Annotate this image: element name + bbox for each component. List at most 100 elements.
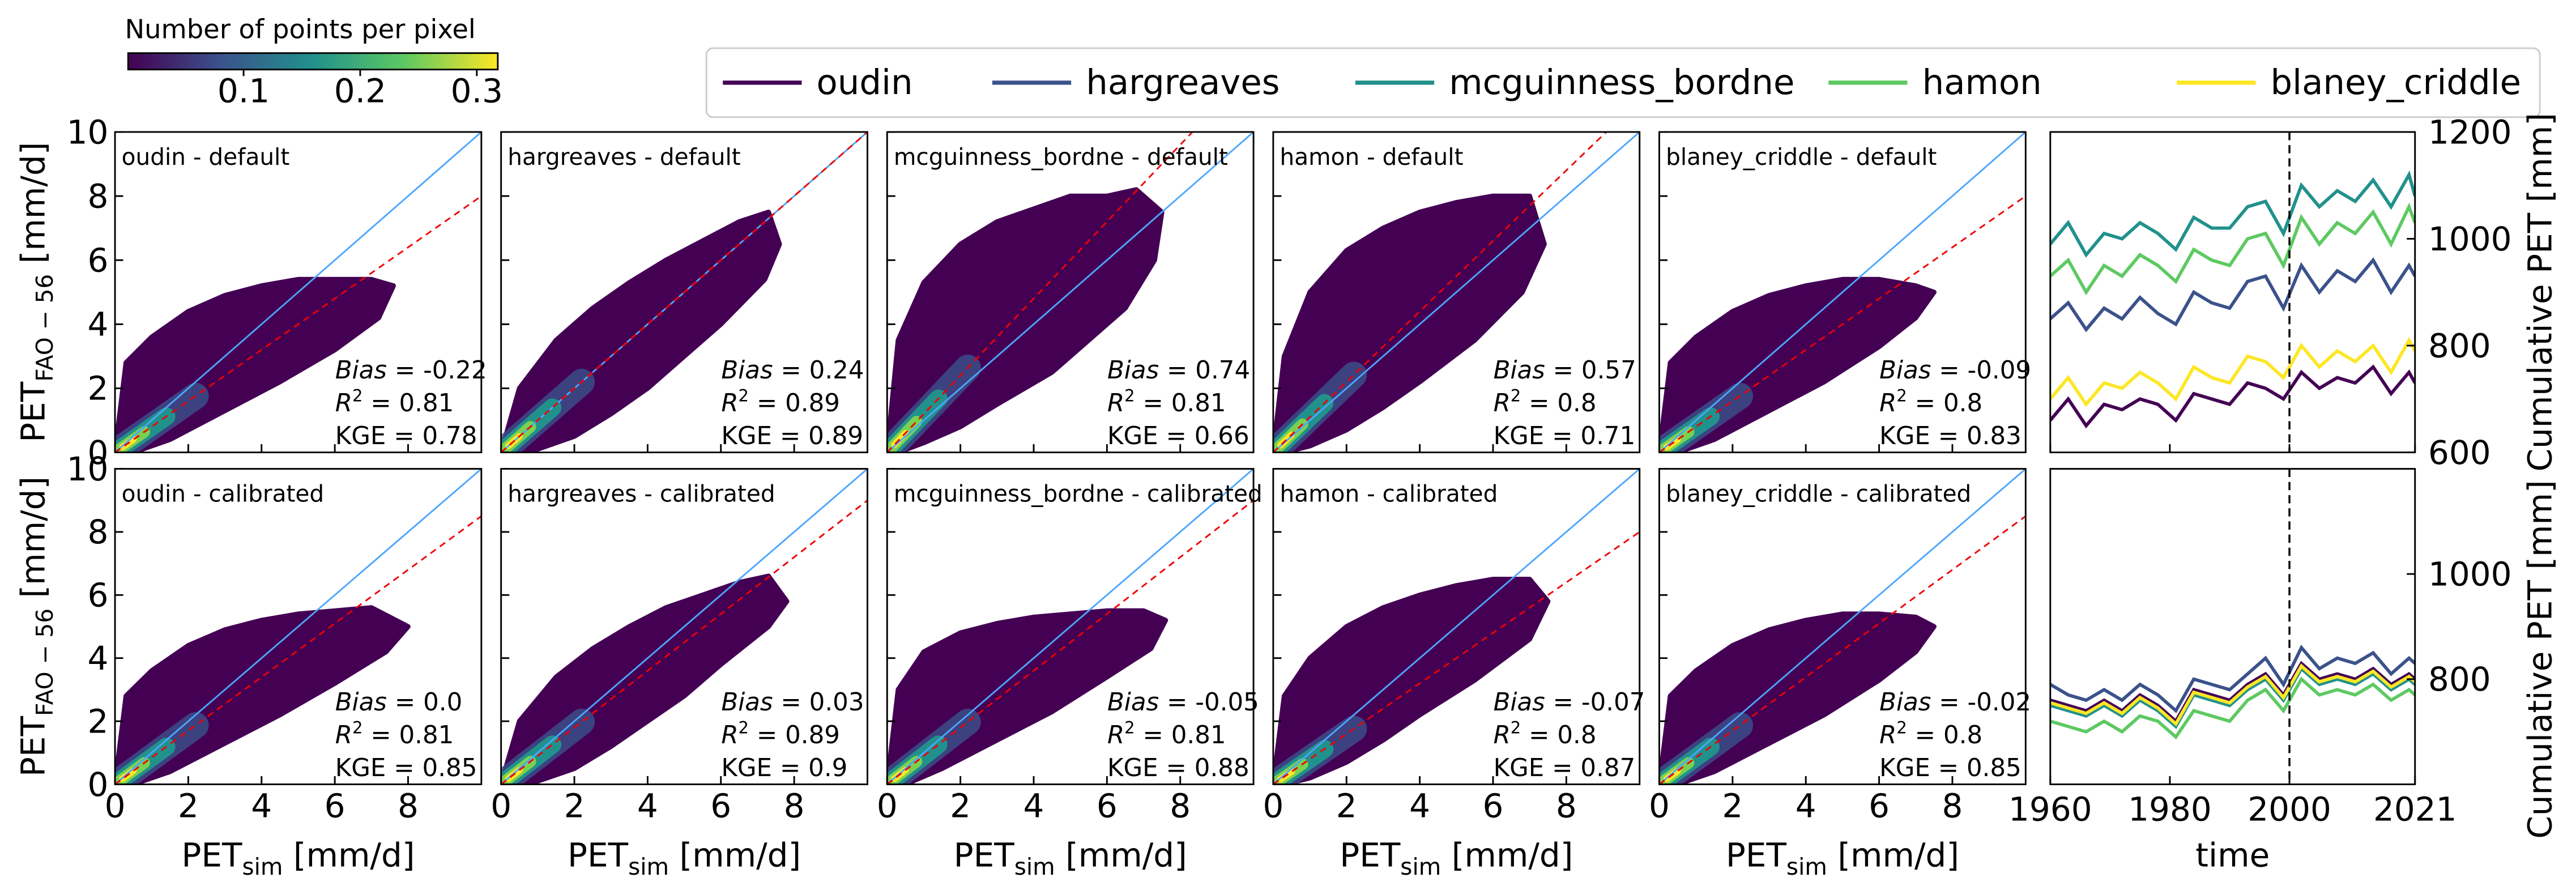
stat-annotation: Bias = 0.03 <box>721 688 864 717</box>
text-part: 0.81 <box>399 721 454 750</box>
x-tick-label: 8 <box>1556 786 1577 825</box>
panel-frame <box>114 131 483 454</box>
x-axis-label: PETsim [mm/d] <box>954 836 1187 880</box>
plot-area <box>887 469 1254 785</box>
stat-annotation: KGE = 0.9 <box>721 754 847 782</box>
plot-area <box>2050 469 2415 785</box>
stat-annotation: R2 = 0.8 <box>1879 718 1982 750</box>
y-tick-label: 1200 <box>2428 113 2512 151</box>
y-tick-label: 4 <box>88 305 109 344</box>
x-tick-label: 4 <box>1795 786 1816 825</box>
panel-frame <box>2049 468 2416 785</box>
stat-annotation: R2 = 0.8 <box>1494 718 1597 750</box>
text-part: = <box>1158 754 1195 782</box>
one-to-one-line <box>887 131 1254 453</box>
one-to-one-line <box>1273 131 1640 453</box>
text-part: 0.81 <box>1171 721 1226 750</box>
panel-frame <box>1272 131 1641 454</box>
text-part: 0.9 <box>808 754 847 782</box>
stat-annotation: KGE = 0.85 <box>335 754 477 782</box>
text-part: KGE <box>335 754 386 782</box>
text-part: 0.89 <box>785 721 840 750</box>
stat-annotation: KGE = 0.71 <box>1494 422 1636 450</box>
text-part: KGE <box>1107 422 1158 450</box>
text-part: Bias <box>1494 356 1545 385</box>
legend-label: hargreaves <box>1086 62 1280 103</box>
x-tick-label: 6 <box>1483 786 1504 825</box>
panel-title: mcguinness_bordne - default <box>894 143 1228 171</box>
panel-title: hargreaves - calibrated <box>507 480 775 508</box>
stat-annotation: KGE = 0.83 <box>1879 422 2021 450</box>
text-part: Bias <box>1107 356 1159 385</box>
x-tick-label: 0 <box>877 786 898 825</box>
x-axis-label: time <box>2195 836 2270 874</box>
x-axis-label: PETsim [mm/d] <box>1340 836 1573 880</box>
text-part: 2 <box>1511 386 1521 406</box>
panel-frame <box>886 468 1255 785</box>
text-part: = <box>1544 422 1580 450</box>
one-to-one-line <box>1659 131 2026 453</box>
one-to-one-line <box>115 131 481 453</box>
series-line <box>2050 257 2415 333</box>
text-part: 0.8 <box>1557 721 1596 750</box>
x-tick-label: 4 <box>1023 786 1044 825</box>
text-part: 0.71 <box>1580 422 1635 450</box>
series-line <box>2050 364 2415 429</box>
x-tick-label: 1980 <box>2128 790 2212 828</box>
text-part: [mm/d] <box>283 836 415 874</box>
stat-annotation: KGE = 0.66 <box>1107 422 1249 450</box>
text-part: = <box>386 422 422 450</box>
legend-label: mcguinness_bordne <box>1449 62 1794 103</box>
x-tick-label: 8 <box>1170 786 1191 825</box>
text-part: sim <box>1014 853 1055 880</box>
y-tick-label: 6 <box>88 241 109 279</box>
text-part: = <box>1521 721 1557 750</box>
text-part: Bias <box>721 688 773 717</box>
text-part: [mm/d] <box>1441 836 1573 874</box>
x-axis-label: PETsim [mm/d] <box>568 836 801 880</box>
text-part: PET <box>954 836 1015 874</box>
text-part: 0.78 <box>423 422 477 450</box>
fit-line <box>1659 195 2026 453</box>
x-tick-label: 6 <box>325 786 346 825</box>
plot-area <box>115 469 481 785</box>
text-part: = <box>1521 389 1557 418</box>
panel-title: hamon - calibrated <box>1280 480 1498 508</box>
text-part: 2 <box>1124 718 1135 738</box>
stat-annotation: KGE = 0.78 <box>335 422 477 450</box>
text-part: 2 <box>1896 386 1907 406</box>
one-to-one-line <box>1659 469 2026 785</box>
y-tick-label: 8 <box>88 177 109 215</box>
text-part: [mm/d] <box>14 476 52 608</box>
text-part: 0.85 <box>1967 754 2021 782</box>
y-tick-label: 10 <box>67 113 109 151</box>
text-part: 0.87 <box>1580 754 1635 782</box>
x-tick-label: 0 <box>105 786 126 825</box>
series-line <box>2050 644 2415 714</box>
stat-annotation: KGE = 0.89 <box>721 422 863 450</box>
x-tick-label: 2 <box>564 786 585 825</box>
colorbar-label: Number of points per pixel <box>125 14 475 45</box>
x-tick-label: 2 <box>950 786 971 825</box>
text-part: R <box>1494 389 1511 418</box>
panel-title: blaney_criddle - calibrated <box>1666 480 1971 508</box>
text-part: = <box>1135 721 1171 750</box>
text-part: = <box>362 721 399 750</box>
fit-line <box>501 131 868 453</box>
y-tick-label: 4 <box>88 639 109 678</box>
one-to-one-line <box>887 469 1254 785</box>
text-part: = <box>749 721 785 750</box>
stat-annotation: KGE = 0.85 <box>1879 754 2021 782</box>
text-part: [mm/d] <box>14 142 52 274</box>
text-part: = <box>772 754 808 782</box>
text-part: KGE <box>1879 754 1930 782</box>
text-part: = <box>387 356 423 385</box>
text-part: R <box>335 389 352 418</box>
stat-annotation: Bias = -0.22 <box>335 356 487 385</box>
x-tick-label: 8 <box>398 786 419 825</box>
text-part: FAO − 56 <box>31 274 58 382</box>
panel-title: mcguinness_bordne - calibrated <box>894 480 1263 508</box>
text-part: = <box>773 356 809 385</box>
x-tick-label: 2 <box>178 786 199 825</box>
